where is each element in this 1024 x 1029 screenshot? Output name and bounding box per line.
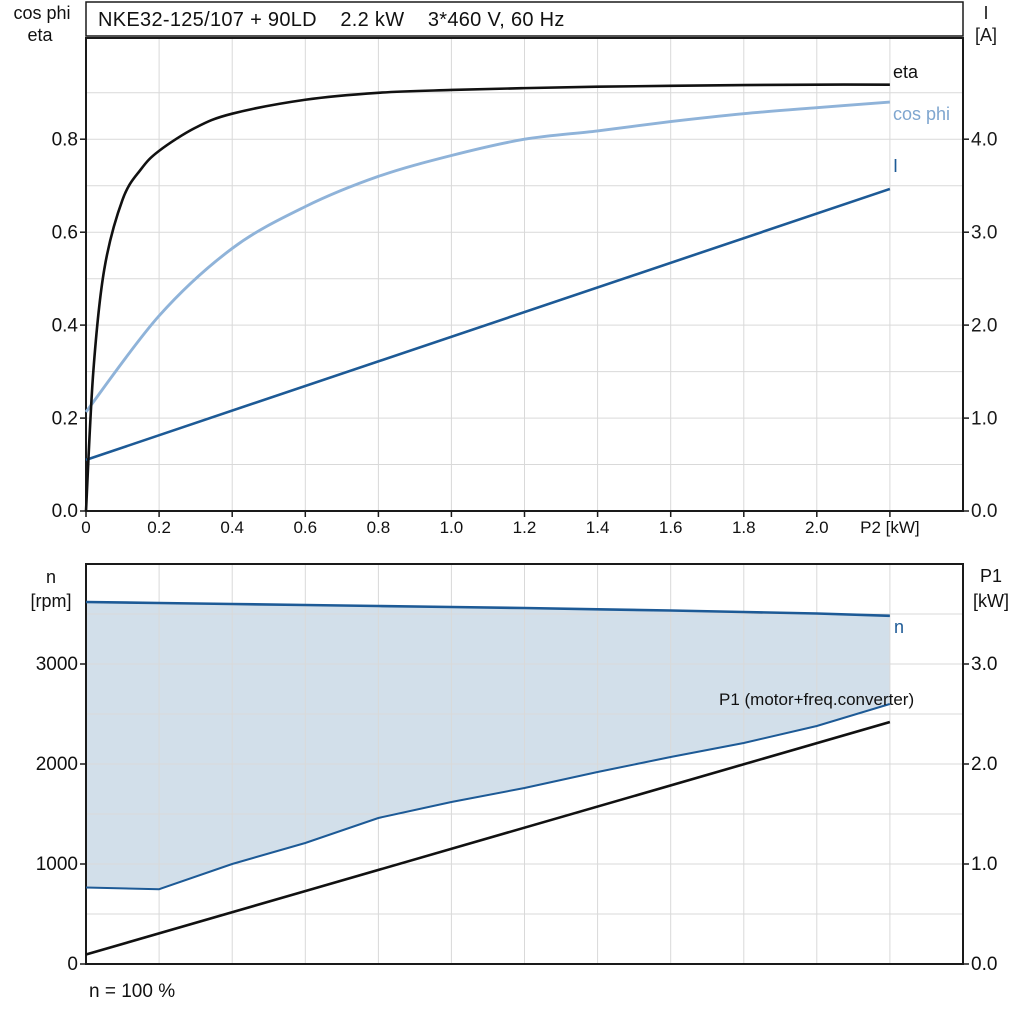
svg-text:1.0: 1.0 <box>971 409 997 430</box>
svg-text:0.6: 0.6 <box>293 518 317 537</box>
svg-text:0.0: 0.0 <box>971 954 997 975</box>
svg-text:0.0: 0.0 <box>52 501 78 522</box>
svg-text:1000: 1000 <box>36 854 78 875</box>
svg-text:1.0: 1.0 <box>971 854 997 875</box>
svg-text:1.0: 1.0 <box>440 518 464 537</box>
svg-text:2.0: 2.0 <box>805 518 829 537</box>
svg-text:4.0: 4.0 <box>971 130 997 151</box>
svg-text:0.2: 0.2 <box>147 518 171 537</box>
svg-text:2000: 2000 <box>36 754 78 775</box>
svg-text:2.0: 2.0 <box>971 754 997 775</box>
svg-text:2.0: 2.0 <box>971 316 997 337</box>
svg-text:P2 [kW]: P2 [kW] <box>860 518 920 537</box>
svg-text:0.4: 0.4 <box>52 316 79 337</box>
svg-text:1.4: 1.4 <box>586 518 610 537</box>
svg-text:n: n <box>46 567 56 587</box>
svg-text:0: 0 <box>67 954 78 975</box>
svg-text:eta: eta <box>893 62 919 82</box>
svg-text:n = 100 %: n = 100 % <box>89 981 175 1002</box>
svg-text:[kW]: [kW] <box>973 591 1009 611</box>
svg-text:0.8: 0.8 <box>367 518 391 537</box>
svg-text:0.4: 0.4 <box>220 518 244 537</box>
svg-text:0.8: 0.8 <box>52 130 78 151</box>
svg-text:1.6: 1.6 <box>659 518 683 537</box>
svg-text:3000: 3000 <box>36 654 78 675</box>
svg-text:0.2: 0.2 <box>52 409 78 430</box>
svg-text:I: I <box>893 156 898 176</box>
svg-text:NKE32-125/107 + 90LD 2.2 kW: NKE32-125/107 + 90LD 2.2 kW 3*460 V, 60 … <box>98 9 565 31</box>
svg-text:[rpm]: [rpm] <box>30 591 71 611</box>
svg-text:[A]: [A] <box>975 25 997 45</box>
svg-text:3.0: 3.0 <box>971 223 997 244</box>
svg-text:n: n <box>894 617 904 637</box>
svg-text:3.0: 3.0 <box>971 654 997 675</box>
svg-text:1.2: 1.2 <box>513 518 537 537</box>
svg-text:1.8: 1.8 <box>732 518 756 537</box>
svg-text:cos phi: cos phi <box>13 3 70 23</box>
svg-text:cos phi: cos phi <box>893 104 950 124</box>
svg-text:P1: P1 <box>980 566 1002 586</box>
svg-text:I: I <box>983 3 988 23</box>
svg-text:0: 0 <box>81 518 90 537</box>
svg-text:eta: eta <box>27 25 53 45</box>
svg-text:0.0: 0.0 <box>971 501 997 522</box>
svg-text:P1 (motor+freq.converter): P1 (motor+freq.converter) <box>719 690 914 709</box>
svg-text:0.6: 0.6 <box>52 223 78 244</box>
